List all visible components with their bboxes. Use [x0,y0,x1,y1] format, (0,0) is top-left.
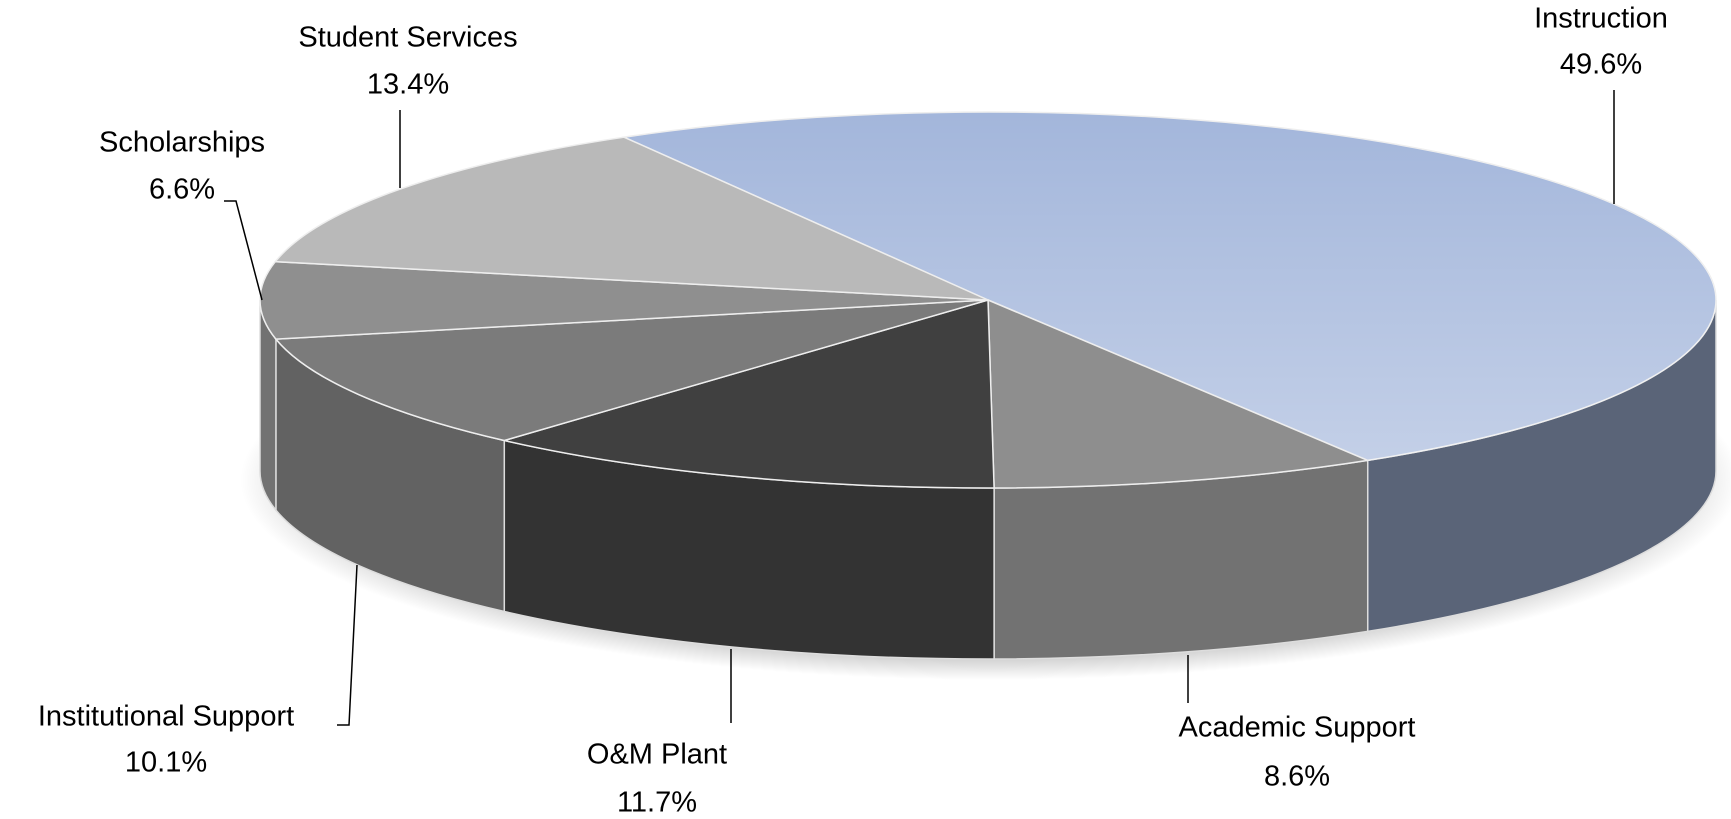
pie-side [993,459,1369,660]
value-label: 11.7% [617,787,697,819]
category-label: Institutional Support [38,701,294,733]
category-label: Student Services [298,22,517,54]
pie-slice [274,299,989,442]
category-label: Academic Support [1179,712,1416,744]
value-label: 10.1% [125,747,207,779]
leader-line [224,200,263,301]
slice-sheen [624,112,1716,461]
pie-slice [987,298,1371,489]
value-label: 13.4% [367,69,449,101]
labels: Instruction 49.6% Academic Support 8.6% O&M … [38,3,1668,819]
pie-tops [259,111,1717,489]
value-label: 6.6% [149,174,215,206]
value-label: 49.6% [1560,49,1642,81]
category-label: Instruction [1534,3,1668,35]
leader-line [337,564,358,726]
pie-sides [259,299,1717,660]
pie-slice [273,136,989,301]
pie-slice [501,299,995,489]
value-label: 8.6% [1264,761,1330,793]
pie-slice [259,260,989,340]
category-label: Scholarships [99,127,265,159]
category-label: O&M Plant [587,739,727,771]
